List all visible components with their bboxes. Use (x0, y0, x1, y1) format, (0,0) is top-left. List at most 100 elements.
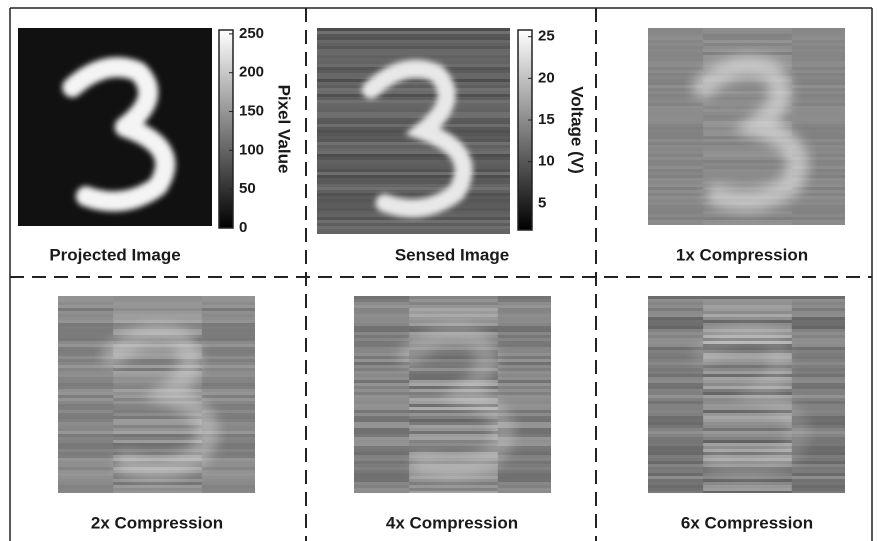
noise-band (113, 422, 202, 425)
colorbar-tick-label: 15 (538, 111, 555, 128)
image-panel (58, 296, 255, 494)
image (354, 296, 551, 494)
stripe (317, 175, 510, 178)
noise-band (113, 299, 202, 302)
caption: 6x Compression (681, 513, 813, 532)
colorbar-tick-label: 25 (538, 28, 555, 45)
noise-band (703, 37, 792, 40)
noise-band (703, 491, 792, 494)
caption: Projected Image (49, 245, 180, 264)
stripe (317, 157, 510, 160)
caption: 2x Compression (91, 513, 223, 532)
noise-band (409, 299, 498, 302)
noise-band (113, 485, 202, 488)
stripe (317, 166, 510, 169)
stripe (317, 112, 510, 115)
noise-band (113, 428, 202, 431)
noise-band (703, 296, 792, 299)
noise-band (409, 440, 498, 443)
stripe (317, 97, 510, 100)
colorbar-tick-label: 50 (239, 180, 256, 197)
noise-band (703, 485, 792, 488)
noise-band (409, 311, 498, 314)
caption: Sensed Image (395, 245, 509, 264)
noise-band (409, 314, 498, 317)
stripe (317, 187, 510, 190)
stripe (317, 115, 510, 118)
colorbar-tick-label: 250 (239, 25, 264, 42)
stripe (317, 40, 510, 43)
stripe (317, 124, 510, 127)
stripe (317, 31, 510, 34)
image (18, 28, 212, 226)
noise-band (409, 488, 498, 491)
noise-band (409, 425, 498, 428)
image-panel (354, 296, 551, 494)
image (58, 296, 255, 494)
stripe (317, 226, 510, 229)
noise-band (409, 305, 498, 308)
noise-band (409, 320, 498, 323)
stripe (317, 178, 510, 181)
noise-band (703, 223, 792, 226)
colorbar (219, 30, 233, 228)
stripe (317, 121, 510, 124)
noise-band (703, 437, 792, 440)
noise-band (113, 482, 202, 485)
noise-band (703, 169, 792, 172)
noise-band (703, 28, 792, 31)
noise-band (113, 425, 202, 428)
noise-band (703, 434, 792, 437)
noise-band (113, 308, 202, 311)
image-panel (648, 296, 845, 494)
noise-band (703, 214, 792, 217)
stripe (317, 28, 510, 31)
colorbar-label: Pixel Value (275, 85, 294, 174)
noise-band (703, 46, 792, 49)
stripe (317, 118, 510, 121)
noise-band (703, 299, 792, 302)
image-panel (18, 28, 212, 226)
noise-band (113, 320, 202, 323)
noise-band (703, 482, 792, 485)
stripe (317, 100, 510, 103)
noise-band (113, 302, 202, 305)
stripe (317, 85, 510, 88)
stripe (317, 160, 510, 163)
noise-band (409, 419, 498, 422)
noise-band (703, 172, 792, 175)
noise-band (409, 317, 498, 320)
colorbar-label: Voltage (V) (568, 86, 587, 174)
stripe (317, 163, 510, 166)
stripe (317, 142, 510, 145)
noise-band (409, 422, 498, 425)
stripe (317, 193, 510, 196)
image (648, 28, 845, 226)
stripe (317, 34, 510, 37)
noise-band (703, 320, 792, 323)
image-panel (317, 28, 510, 235)
noise-band (409, 428, 498, 431)
caption: 4x Compression (386, 513, 518, 532)
noise-band (409, 437, 498, 440)
stripe (317, 55, 510, 58)
stripe (317, 88, 510, 91)
image (648, 296, 845, 494)
noise-band (703, 422, 792, 425)
stripe (317, 52, 510, 55)
colorbar (518, 30, 532, 230)
colorbar-tick-label: 200 (239, 64, 264, 81)
noise-band (703, 49, 792, 52)
stripe (317, 154, 510, 157)
noise-band (409, 296, 498, 299)
noise-band (703, 305, 792, 308)
noise-band (703, 163, 792, 166)
noise-band (703, 40, 792, 43)
colorbar-tick-label: 20 (538, 69, 555, 86)
noise-band (113, 437, 202, 440)
stripe (317, 103, 510, 106)
noise-band (703, 440, 792, 443)
noise-band (409, 482, 498, 485)
stripe (317, 190, 510, 193)
noise-band (113, 311, 202, 314)
